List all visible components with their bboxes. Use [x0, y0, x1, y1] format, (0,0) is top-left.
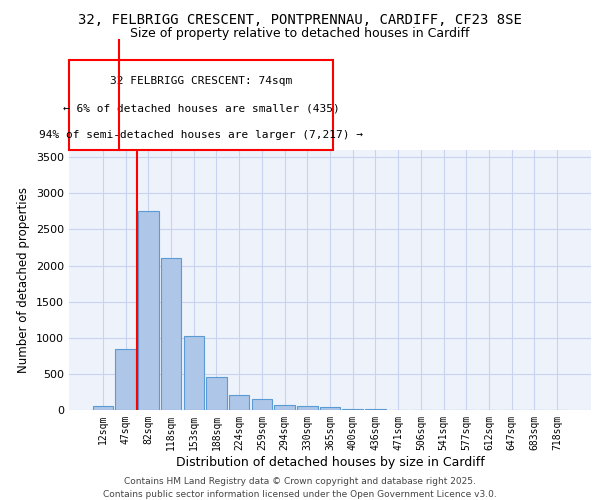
Text: Size of property relative to detached houses in Cardiff: Size of property relative to detached ho… [130, 28, 470, 40]
Text: 94% of semi-detached houses are larger (7,217) →: 94% of semi-detached houses are larger (… [39, 130, 363, 140]
Text: 32 FELBRIGG CRESCENT: 74sqm: 32 FELBRIGG CRESCENT: 74sqm [110, 76, 292, 86]
FancyBboxPatch shape [69, 60, 333, 150]
Bar [297, 406, 317, 410]
Bar [93, 406, 113, 410]
Bar [229, 395, 250, 410]
Bar [343, 408, 363, 410]
Bar [206, 377, 227, 410]
Bar [115, 348, 136, 410]
Text: ← 6% of detached houses are smaller (435): ← 6% of detached houses are smaller (435… [62, 103, 340, 113]
Text: Contains public sector information licensed under the Open Government Licence v3: Contains public sector information licen… [103, 490, 497, 499]
Text: 32, FELBRIGG CRESCENT, PONTPRENNAU, CARDIFF, CF23 8SE: 32, FELBRIGG CRESCENT, PONTPRENNAU, CARD… [78, 12, 522, 26]
Y-axis label: Number of detached properties: Number of detached properties [17, 187, 31, 373]
Bar [251, 399, 272, 410]
Text: Contains HM Land Registry data © Crown copyright and database right 2025.: Contains HM Land Registry data © Crown c… [124, 478, 476, 486]
Bar [320, 408, 340, 410]
Bar [274, 405, 295, 410]
Bar [138, 212, 158, 410]
X-axis label: Distribution of detached houses by size in Cardiff: Distribution of detached houses by size … [176, 456, 484, 468]
Bar [184, 336, 204, 410]
Bar [161, 258, 181, 410]
